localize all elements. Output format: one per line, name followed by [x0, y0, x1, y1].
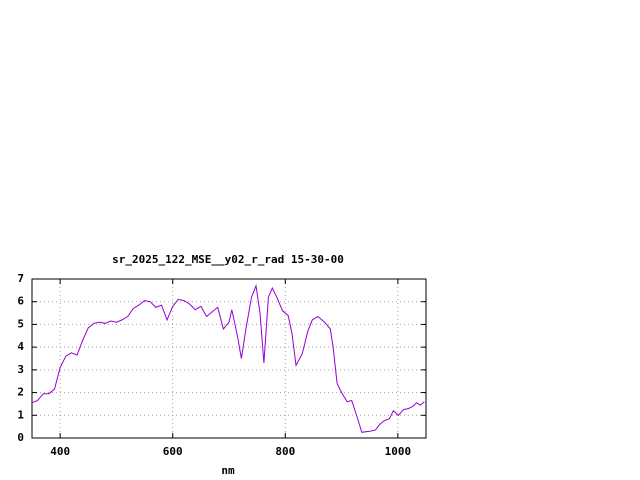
x-tick-label: 400 [50, 445, 70, 458]
plot-border [31, 278, 427, 439]
y-tick-label: 2 [17, 386, 24, 399]
series-line [31, 283, 425, 433]
y-tick-label: 3 [17, 363, 24, 376]
y-tick-label: 6 [17, 295, 24, 308]
x-tick-label: 600 [163, 445, 183, 458]
x-tick-label: 800 [275, 445, 295, 458]
chart-title: sr_2025_122_MSE__y02_r_rad 15-30-00 [112, 253, 344, 266]
y-tick-label: 0 [17, 431, 24, 444]
y-tick-label: 4 [17, 340, 24, 353]
x-tick-label: 1000 [385, 445, 412, 458]
y-tick-label: 7 [17, 272, 24, 285]
y-tick-label: 5 [17, 317, 24, 330]
x-axis-label: nm [221, 464, 235, 477]
y-tick-label: 1 [17, 408, 24, 421]
